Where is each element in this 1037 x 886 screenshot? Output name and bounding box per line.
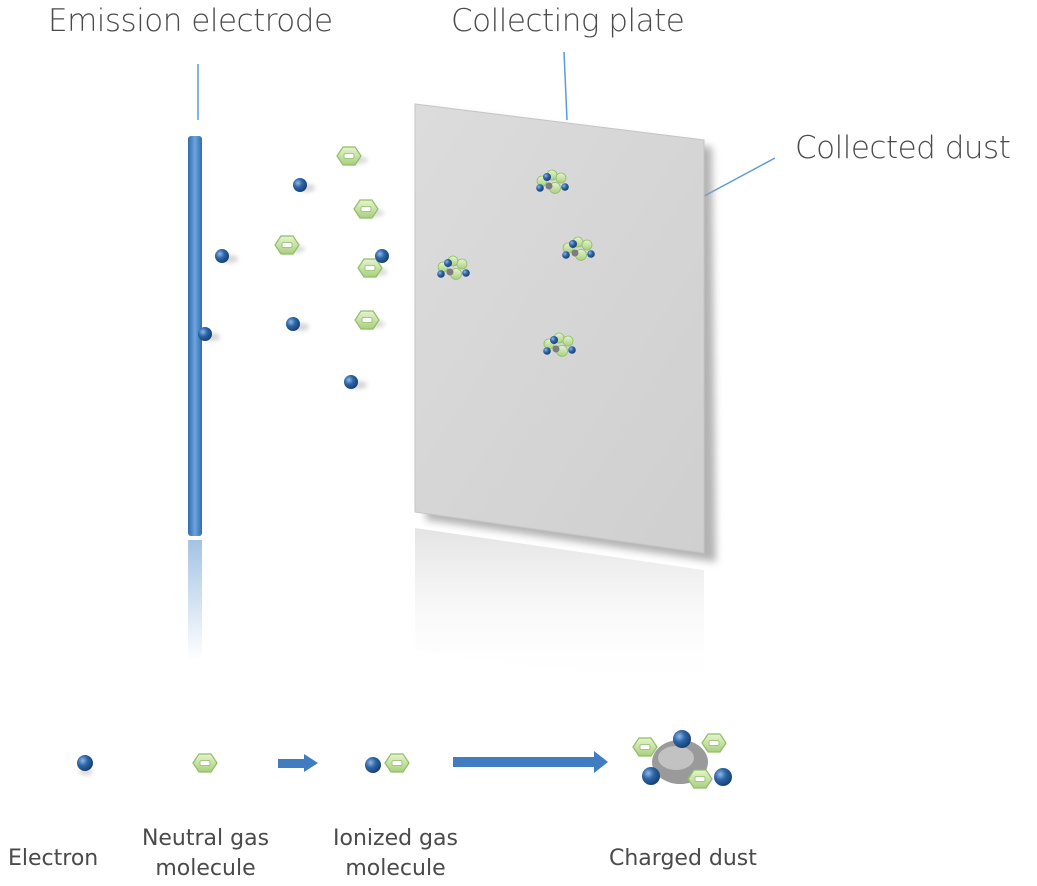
gas-molecule-icon <box>701 733 727 753</box>
gas-molecule-icon <box>336 146 362 166</box>
legend-arrow-long <box>453 751 608 773</box>
right-arrow-icon <box>278 759 306 768</box>
electron-icon <box>293 178 307 192</box>
legend-neutral-gas-line1: Neutral gas <box>141 826 270 851</box>
electron-icon <box>77 755 93 771</box>
gas-molecule-icon <box>354 310 380 330</box>
gas-molecule-icon <box>274 235 300 255</box>
legend-electron <box>77 755 93 775</box>
legend-ionized-gas-label: Ionized gas molecule <box>318 824 473 884</box>
electron-icon <box>286 317 300 331</box>
electron-icon <box>642 767 660 785</box>
electron-icon <box>375 249 389 263</box>
legend-neutral-gas-line2: molecule <box>155 856 256 881</box>
legend-ionized-gas-line1: Ionized gas <box>333 826 458 851</box>
right-arrow-icon <box>453 757 596 767</box>
collecting-plate-reflection <box>415 528 704 690</box>
electron-icon <box>673 730 691 748</box>
collected-dust-label: Collected dust <box>795 130 1011 166</box>
gas-molecule-icon <box>192 753 218 773</box>
gas-molecule-icon <box>632 737 658 757</box>
electron-icon <box>198 327 212 341</box>
legend-charged-dust-label: Charged dust <box>609 846 757 871</box>
emission-electrode-label: Emission electrode <box>48 3 333 39</box>
electron-icon <box>365 757 381 773</box>
legend-electron-label: Electron <box>8 846 99 871</box>
gas-molecule-icon <box>353 199 379 219</box>
electron-cloud <box>198 178 367 389</box>
legend-ionized-gas-line2: molecule <box>345 856 446 881</box>
emission-electrode-reflection <box>188 540 202 660</box>
emission-electrode-rod <box>188 136 202 536</box>
electron-icon <box>714 768 732 786</box>
legend-neutral-gas-label: Neutral gas molecule <box>128 824 283 884</box>
gas-molecule-icon <box>687 769 713 789</box>
gas-molecule-cloud <box>274 146 389 330</box>
legend-neutral-gas <box>192 753 218 773</box>
gas-molecule-icon <box>384 753 410 773</box>
legend-charged-dust <box>632 730 732 789</box>
collecting-plate <box>414 103 705 554</box>
collecting-plate-leader <box>563 51 568 121</box>
electron-icon <box>215 249 229 263</box>
legend-arrow-small <box>278 754 318 772</box>
collecting-plate-label: Collecting plate <box>451 3 685 39</box>
electron-icon <box>344 375 358 389</box>
legend-ionized-gas <box>365 753 410 773</box>
